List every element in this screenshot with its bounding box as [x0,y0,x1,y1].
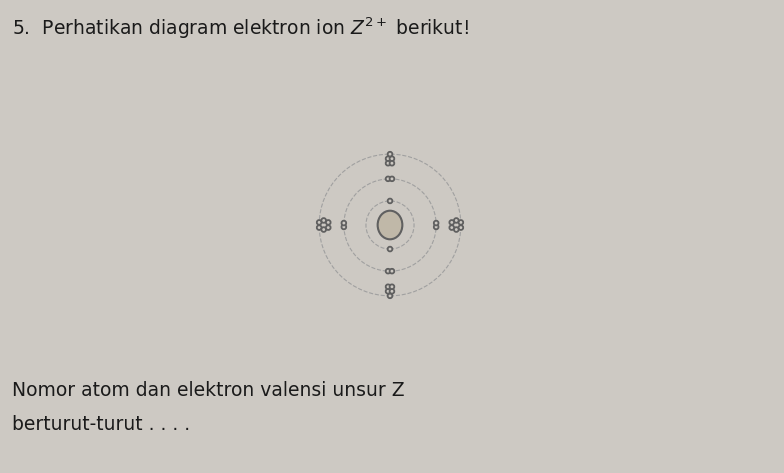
Circle shape [386,284,390,289]
Text: 5.  Perhatikan diagram elektron ion $Z^{2+}$ berikut!: 5. Perhatikan diagram elektron ion $Z^{2… [12,15,469,41]
Circle shape [387,294,392,298]
Circle shape [454,218,459,223]
Circle shape [387,247,392,251]
Circle shape [321,227,326,232]
Circle shape [342,225,347,229]
Circle shape [321,218,326,223]
Circle shape [459,225,463,230]
Circle shape [449,225,454,230]
Text: berturut-turut . . . .: berturut-turut . . . . [12,415,191,434]
Circle shape [317,225,321,230]
Circle shape [326,220,331,225]
Text: Nomor atom dan elektron valensi unsur Z: Nomor atom dan elektron valensi unsur Z [12,381,405,400]
Circle shape [386,269,390,273]
Circle shape [434,225,438,229]
Circle shape [386,289,390,294]
Circle shape [342,221,347,226]
Circle shape [387,199,392,203]
Circle shape [386,157,390,161]
Circle shape [390,284,394,289]
Circle shape [454,227,459,232]
Circle shape [434,221,438,226]
Circle shape [390,289,394,294]
Circle shape [390,176,394,181]
Circle shape [459,220,463,225]
Circle shape [317,220,321,225]
Circle shape [390,161,394,166]
Circle shape [386,176,390,181]
Ellipse shape [378,210,402,239]
Circle shape [326,225,331,230]
Circle shape [390,269,394,273]
Circle shape [390,157,394,161]
Circle shape [387,152,392,157]
Circle shape [386,161,390,166]
Circle shape [449,220,454,225]
